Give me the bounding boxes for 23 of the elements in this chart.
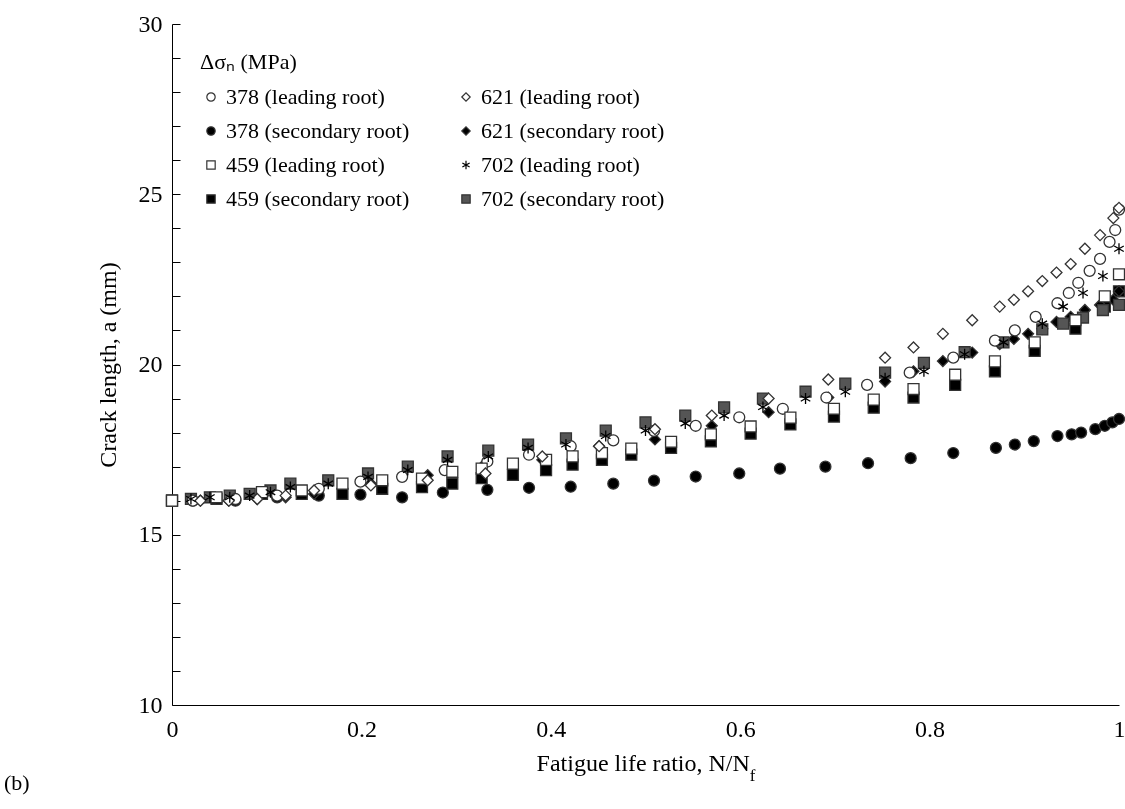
legend-title: Δσₙ (MPa) (200, 49, 297, 74)
legend-label: 621 (secondary root) (481, 118, 665, 143)
x-tick-label: 0.6 (725, 715, 756, 742)
y-tick-label: 30 (138, 10, 163, 37)
legend-label: 702 (leading root) (481, 152, 640, 177)
legend-label: 378 (secondary root) (226, 118, 410, 143)
y-tick-label: 20 (138, 351, 163, 377)
x-tick-label: 0 (166, 715, 179, 742)
y-tick-label: 25 (138, 180, 163, 207)
legend-label: 702 (secondary root) (481, 186, 665, 211)
y-axis-title: Crack length, a (mm) (94, 262, 121, 468)
legend-label: 378 (leading root) (226, 84, 385, 109)
legend-label: 459 (secondary root) (226, 186, 410, 211)
x-tick-label: 0.2 (346, 715, 377, 742)
y-tick-label: 10 (138, 691, 163, 718)
x-axis-title: Fatigue life ratio, N/N$_{f}$ (536, 749, 756, 784)
text: (b) (4, 770, 30, 796)
legend-label: 621 (leading root) (481, 84, 640, 109)
x-tick-label: 1 (1113, 715, 1125, 742)
x-tick-label: 0.8 (915, 715, 946, 742)
y-tick-label: 15 (138, 521, 163, 548)
x-tick-label: 0.4 (536, 715, 567, 742)
legend-label: 459 (leading root) (226, 152, 385, 177)
